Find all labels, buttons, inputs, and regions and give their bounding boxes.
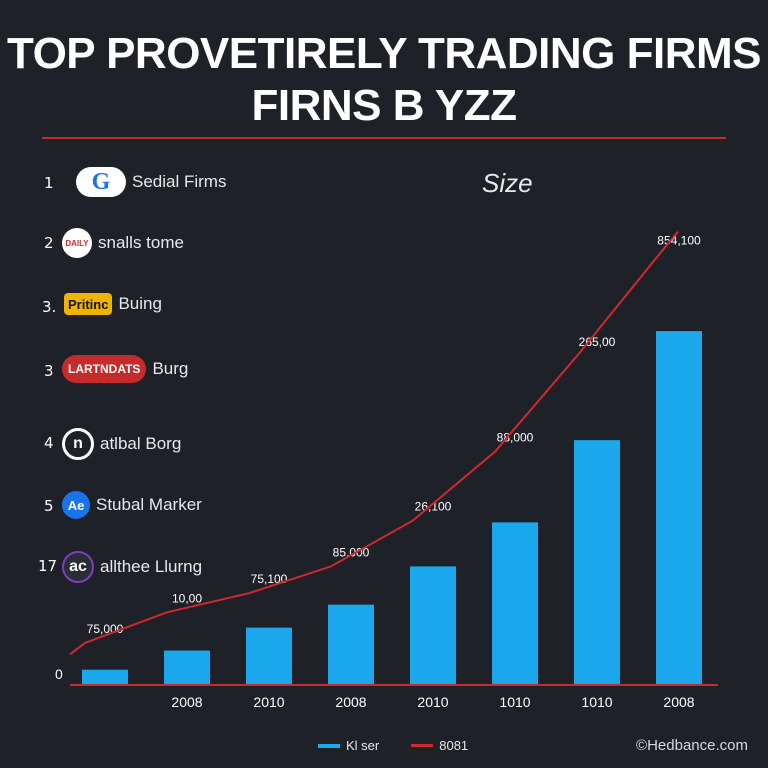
firm-row-6: Ae Stubal Marker <box>62 491 202 519</box>
x-tick-label-4: 2008 <box>335 694 366 710</box>
y-zero-label: 0 <box>55 666 63 682</box>
firm-name-1: Sedial Firms <box>132 172 227 191</box>
bar-4 <box>328 604 374 685</box>
firm-row-3: Pritinc Buing <box>64 293 162 315</box>
bar-3 <box>246 627 292 685</box>
firm-rank-3: 3. <box>42 298 57 316</box>
bar-8 <box>656 331 702 685</box>
firm-row-2: DAILY snalls tome <box>62 228 184 258</box>
google-logo-icon: G <box>76 167 126 197</box>
firm-name-5: atlbal Borg <box>100 434 182 453</box>
bar-6 <box>492 522 538 685</box>
firm-rank-6: 5 <box>44 497 54 515</box>
legend-line-swatch <box>411 744 434 747</box>
x-tick-label-5: 2010 <box>417 694 448 710</box>
stubal-logo-icon: Ae <box>62 491 90 519</box>
bar-5 <box>410 566 456 685</box>
data-label-7: 265,00 <box>579 335 616 349</box>
bar-7 <box>574 440 620 685</box>
firm-rank-1: 1 <box>44 174 54 192</box>
data-label-2: 10,00 <box>172 591 202 605</box>
data-label-3: 75,100 <box>251 572 288 586</box>
firm-name-2: snalls tome <box>98 233 184 252</box>
x-tick-label-6: 1010 <box>499 694 530 710</box>
data-label-6: 88,000 <box>497 431 534 445</box>
firm-rank-4: 3 <box>44 362 54 380</box>
legend-line-label: 8081 <box>439 738 469 753</box>
title-line-1: TOP PROVETIRELY TRADING FIRMS <box>7 29 762 78</box>
title-line-2: FIRNS B YZZ <box>251 81 517 130</box>
snalls-logo-icon: DAILY <box>62 228 92 258</box>
allthee-logo-icon: ac <box>62 551 94 583</box>
credit-text: ©Hedbance.com <box>636 737 748 754</box>
x-tick-label-8: 2008 <box>663 694 694 710</box>
x-tick-label-2: 2008 <box>171 694 202 710</box>
chart-subtitle: Size <box>482 168 533 198</box>
firm-rank-5: 4 <box>44 434 54 452</box>
title-divider <box>42 137 726 139</box>
firm-rank-2: 2 <box>44 234 54 252</box>
x-tick-label-7: 1010 <box>581 694 612 710</box>
data-label-8: 854,100 <box>657 234 701 248</box>
firm-name-7: allthee Llurng <box>100 557 203 576</box>
firm-row-4: LARTNDATS Burg <box>62 355 188 383</box>
legend: Kl ser 8081 <box>318 738 468 753</box>
pritinc-logo-icon: Pritinc <box>64 293 113 315</box>
chart-title: TOP PROVETIRELY TRADING FIRMS FIRNS B YZ… <box>0 28 768 132</box>
bar-2 <box>164 650 210 685</box>
firm-rank-7: 17 <box>38 557 58 575</box>
firm-name-4: Burg <box>152 359 189 378</box>
firm-name-3: Buing <box>118 294 162 313</box>
data-label-1: 75,000 <box>87 622 124 636</box>
firm-row-7: ac allthee Llurng <box>62 551 202 583</box>
data-label-5: 26,100 <box>415 499 452 513</box>
lartndats-logo-icon: LARTNDATS <box>62 355 147 383</box>
bar-1 <box>82 669 128 685</box>
legend-bar-swatch <box>318 743 340 748</box>
x-tick-label-3: 2010 <box>253 694 284 710</box>
firm-row-1: G Sedial Firms <box>76 167 226 197</box>
natlbal-logo-icon: n <box>62 428 94 460</box>
firm-row-5: n atlbal Borg <box>62 428 181 460</box>
legend-bar-label: Kl ser <box>346 738 380 753</box>
trend-line <box>69 230 679 656</box>
firm-name-6: Stubal Marker <box>96 495 202 514</box>
